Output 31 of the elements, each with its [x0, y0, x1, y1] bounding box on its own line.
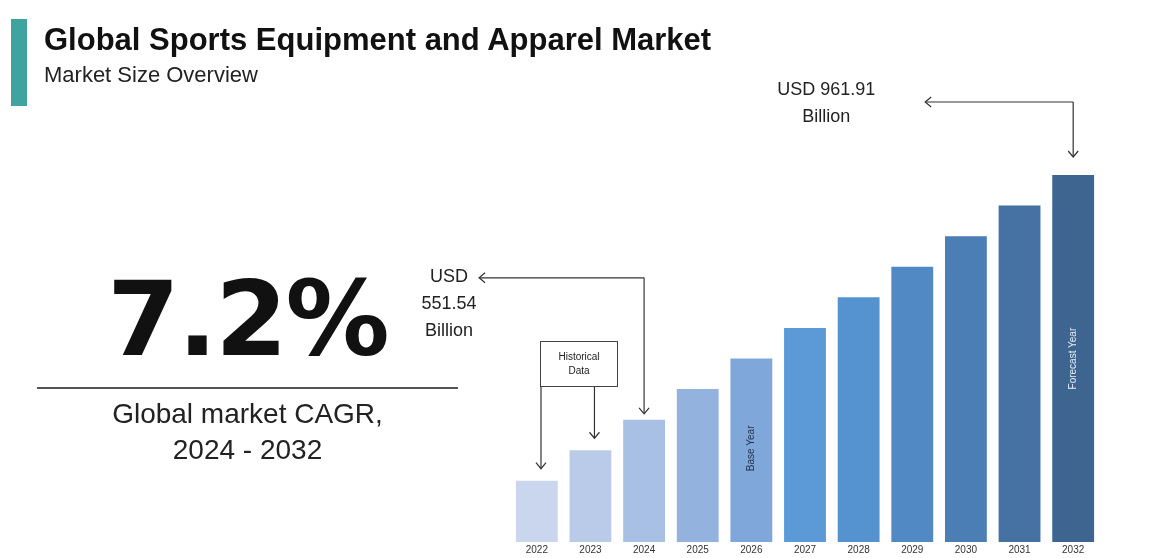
bar — [515, 480, 558, 542]
text-box: Historical Data — [540, 341, 618, 387]
x-tick-label: 2026 — [740, 543, 763, 555]
bar — [730, 358, 773, 542]
bar — [891, 266, 934, 542]
text: 7.2% — [107, 258, 388, 380]
x-tick-label: 2024 — [632, 543, 656, 555]
bar — [623, 419, 666, 542]
bar — [1052, 175, 1095, 542]
x-tick-label: 2031 — [1008, 543, 1032, 555]
text: USD 961.91 Billion — [776, 78, 877, 128]
x-tick-label: 2027 — [793, 543, 817, 555]
text: Market Size Overview — [44, 62, 258, 88]
x-tick-label: 2030 — [954, 543, 978, 555]
x-tick-label: 2028 — [847, 543, 871, 555]
annotation: Forecast Year — [1066, 327, 1078, 390]
chart-title: Global Sports Equipment and Apparel Market — [44, 22, 712, 58]
x-tick-label: 2032 — [1062, 543, 1085, 555]
bar — [784, 328, 826, 542]
x-tick-label: 2022 — [525, 543, 549, 555]
bar — [998, 205, 1041, 542]
bar — [676, 388, 719, 542]
bar — [944, 236, 987, 542]
x-tick-label: 2029 — [901, 543, 924, 555]
annotation: Base Year — [745, 424, 757, 472]
text: Global market CAGR, 2024 - 2032 — [111, 397, 384, 467]
text: USD 551.54 Billion — [420, 264, 478, 342]
x-tick-label: 2023 — [579, 543, 603, 555]
x-tick-label: 2025 — [686, 543, 710, 555]
bar — [569, 450, 612, 542]
bar — [837, 297, 880, 542]
